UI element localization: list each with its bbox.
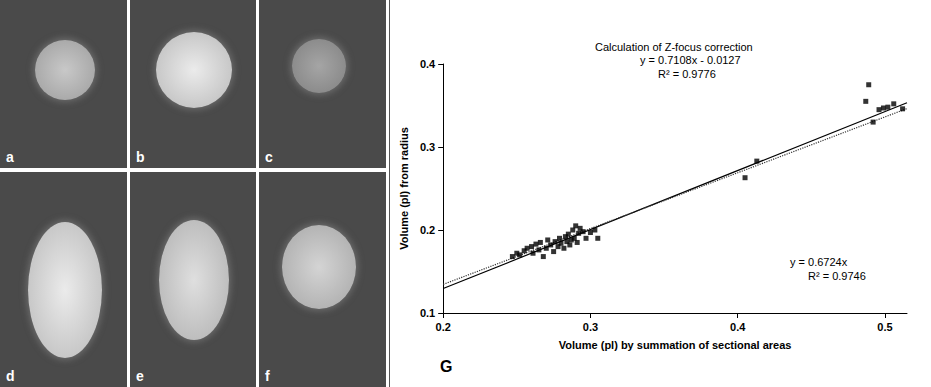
html-text:f: f [265, 368, 270, 384]
svg-text:0.4: 0.4 [420, 58, 436, 70]
svg-text:y = 0.6724x: y = 0.6724x [790, 256, 848, 268]
html-text:d: d [6, 368, 15, 384]
html-text:e: e [136, 368, 144, 384]
html-text:b: b [136, 149, 145, 165]
svg-text:R² = 0.9776: R² = 0.9776 [658, 68, 716, 80]
svg-text:G: G [440, 358, 452, 375]
svg-text:0.1: 0.1 [420, 307, 435, 319]
svg-text:0.4: 0.4 [730, 321, 746, 333]
svg-text:R² = 0.9746: R² = 0.9746 [808, 270, 866, 282]
svg-text:y = 0.7108x - 0.0127: y = 0.7108x - 0.0127 [640, 54, 741, 66]
svg-text:0.2: 0.2 [420, 224, 435, 236]
html-text:c: c [265, 149, 273, 165]
svg-text:0.2: 0.2 [436, 321, 451, 333]
svg-text:0.3: 0.3 [583, 321, 598, 333]
svg-text:Volume (pl) by summation of se: Volume (pl) by summation of sectional ar… [559, 339, 792, 351]
svg-text:Calculation of Z-focus correct: Calculation of Z-focus correction [595, 41, 753, 53]
svg-text:0.3: 0.3 [420, 141, 435, 153]
svg-text:0.5: 0.5 [877, 321, 892, 333]
html-text:a: a [6, 149, 14, 165]
svg-text:Volume (pl) from radius: Volume (pl) from radius [398, 127, 410, 250]
